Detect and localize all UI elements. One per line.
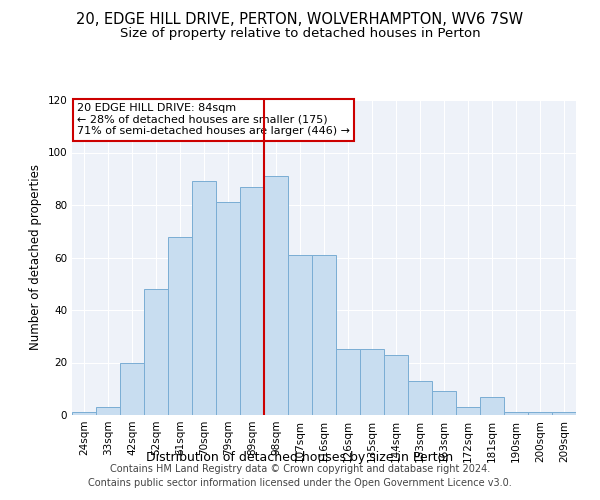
Bar xyxy=(240,186,264,415)
Text: Size of property relative to detached houses in Perton: Size of property relative to detached ho… xyxy=(119,28,481,40)
Text: Contains HM Land Registry data © Crown copyright and database right 2024.
Contai: Contains HM Land Registry data © Crown c… xyxy=(88,464,512,487)
Y-axis label: Number of detached properties: Number of detached properties xyxy=(29,164,42,350)
Bar xyxy=(480,396,504,415)
Bar xyxy=(312,255,336,415)
Bar xyxy=(456,407,480,415)
Text: 20, EDGE HILL DRIVE, PERTON, WOLVERHAMPTON, WV6 7SW: 20, EDGE HILL DRIVE, PERTON, WOLVERHAMPT… xyxy=(76,12,524,28)
Bar xyxy=(120,362,144,415)
Bar xyxy=(96,407,120,415)
Text: 20 EDGE HILL DRIVE: 84sqm
← 28% of detached houses are smaller (175)
71% of semi: 20 EDGE HILL DRIVE: 84sqm ← 28% of detac… xyxy=(77,103,350,136)
Bar xyxy=(384,354,408,415)
Bar xyxy=(216,202,240,415)
Bar xyxy=(360,350,384,415)
Bar xyxy=(288,255,312,415)
Bar xyxy=(144,289,168,415)
Bar xyxy=(264,176,288,415)
Bar xyxy=(552,412,576,415)
Bar xyxy=(528,412,552,415)
Bar xyxy=(336,350,360,415)
Bar xyxy=(432,392,456,415)
Bar xyxy=(72,412,96,415)
Bar xyxy=(168,236,192,415)
Text: Distribution of detached houses by size in Perton: Distribution of detached houses by size … xyxy=(146,451,454,464)
Bar xyxy=(192,182,216,415)
Bar xyxy=(408,381,432,415)
Bar xyxy=(504,412,528,415)
